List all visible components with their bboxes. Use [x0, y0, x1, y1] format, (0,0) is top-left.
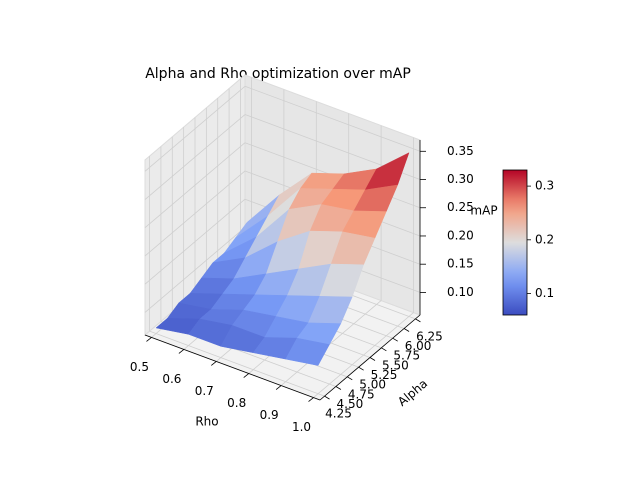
colorbar-tick-label: 0.2 — [535, 232, 554, 246]
y-tick — [381, 347, 387, 352]
y-tick-label: 6.25 — [416, 329, 443, 343]
z-tick-label: 0.20 — [447, 228, 474, 242]
grid-line — [144, 85, 246, 172]
z-axis-label: mAP — [470, 204, 497, 218]
colorbar — [502, 169, 528, 316]
y-tick-label: 6.00 — [405, 339, 432, 353]
y-tick-label: 4.75 — [348, 387, 375, 401]
grid-line — [244, 85, 421, 152]
grid-line — [144, 142, 246, 229]
surface-patch — [285, 337, 330, 366]
y-tick — [403, 328, 410, 332]
y-tick — [415, 318, 421, 323]
grid-line — [144, 170, 246, 257]
z-tick-label: 0.10 — [447, 285, 474, 299]
x-tick-label: 0.8 — [227, 396, 246, 410]
z-tick-label: 0.25 — [447, 200, 474, 214]
grid-line — [144, 198, 246, 285]
y-tick-label: 5.75 — [393, 349, 420, 363]
axis-line — [319, 314, 421, 401]
chart-title: Alpha and Rho optimization over mAP — [145, 66, 411, 82]
y-tick — [347, 376, 353, 381]
y-tick — [335, 386, 342, 390]
x-tick — [275, 385, 282, 390]
x-tick — [146, 337, 152, 342]
x-tick-label: 0.7 — [195, 384, 214, 398]
y-tick-label: 4.50 — [337, 397, 364, 411]
y-tick-label: 5.00 — [359, 378, 386, 392]
x-tick — [308, 397, 314, 402]
axis-line — [144, 334, 321, 401]
x-tick-label: 0.5 — [130, 360, 149, 374]
z-tick-label: 0.15 — [447, 257, 474, 271]
x-axis-label: Rho — [195, 415, 218, 429]
y-tick-label: 5.50 — [382, 358, 409, 372]
y-tick-label: 5.25 — [371, 368, 398, 382]
z-tick-label: 0.35 — [447, 144, 474, 158]
grid-line — [144, 114, 246, 200]
x-tick-label: 1.0 — [292, 420, 311, 434]
y-tick — [369, 357, 376, 361]
y-tick — [324, 395, 330, 400]
y-axis-label: Alpha — [395, 376, 430, 409]
x-tick-label: 0.9 — [260, 408, 279, 422]
z-tick-label: 0.30 — [447, 172, 474, 186]
x-tick-label: 0.6 — [162, 372, 181, 386]
colorbar-tick-label: 0.1 — [535, 286, 554, 300]
y-tick — [392, 337, 398, 342]
grid-line — [149, 330, 325, 397]
x-tick — [243, 373, 249, 378]
y-tick-label: 4.25 — [325, 407, 352, 421]
y-tick — [358, 366, 364, 371]
x-tick — [211, 361, 217, 366]
x-tick — [178, 349, 185, 354]
grid-line — [144, 227, 246, 313]
colorbar-tick-label: 0.3 — [535, 179, 554, 193]
